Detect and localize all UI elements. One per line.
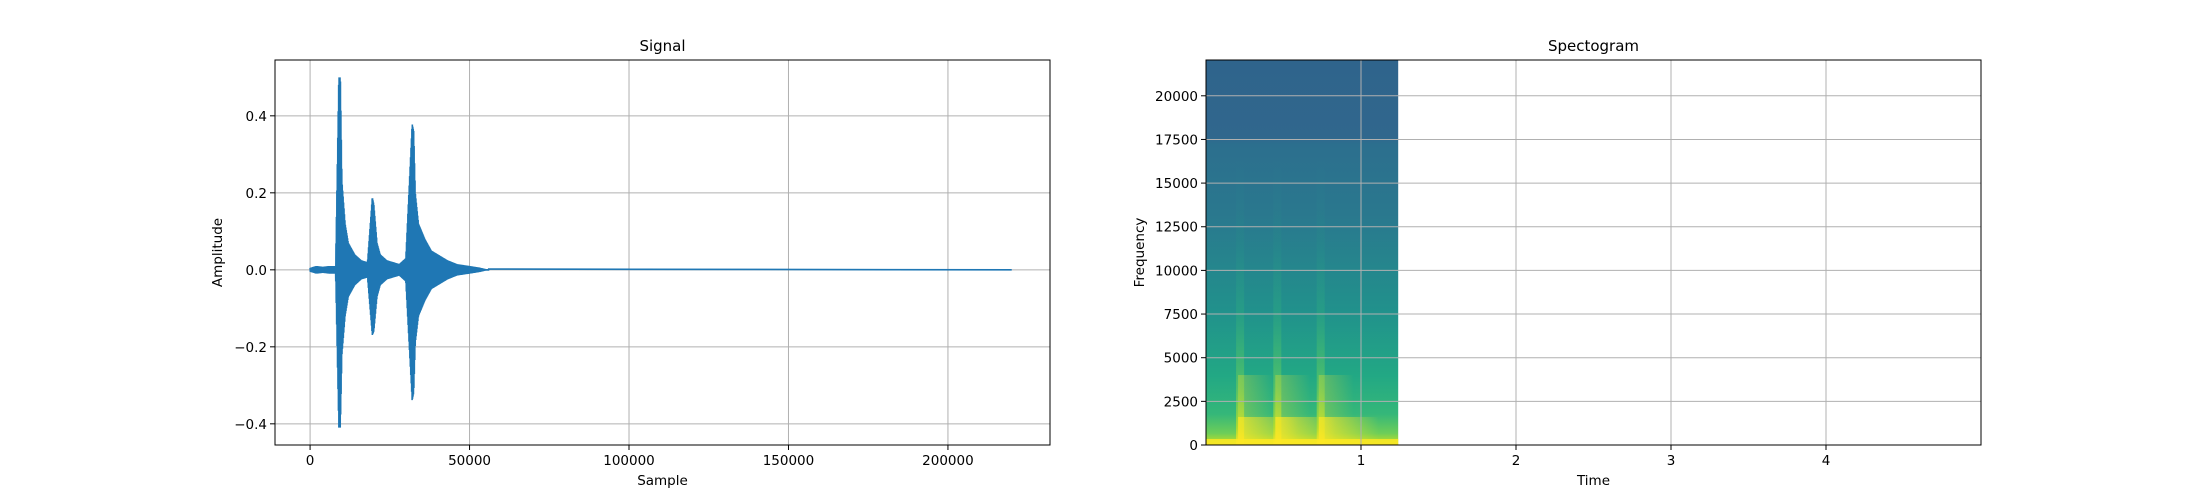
spectrogram-decay-upper — [1275, 375, 1311, 417]
spectrogram-x-tick-label: 3 — [1667, 453, 1676, 469]
spectrogram-chart: Spectogram 1 2 3 4 0 2500 5000 7500 10000 12500 1… — [1132, 37, 1982, 489]
spectrogram-decay-upper — [1318, 375, 1354, 417]
spectrogram-y-axis-label: Frequency — [1132, 218, 1148, 288]
signal-y-ticks: −0.4 −0.2 0.0 0.2 0.4 — [234, 109, 275, 433]
signal-x-tick-label: 50000 — [448, 453, 491, 469]
signal-grid — [275, 60, 1050, 445]
signal-x-tick-label: 150000 — [763, 453, 815, 469]
spectrogram-y-tick-label: 10000 — [1155, 263, 1198, 279]
spectrogram-y-tick-label: 17500 — [1155, 132, 1198, 148]
spectrogram-y-tick-label: 0 — [1189, 438, 1198, 454]
spectrogram-y-tick-label: 20000 — [1155, 89, 1198, 105]
spectrogram-y-tick-label: 15000 — [1155, 176, 1198, 192]
signal-x-ticks: 0 50000 100000 150000 200000 — [306, 445, 974, 469]
spectrogram-y-tick-label: 7500 — [1164, 307, 1198, 323]
signal-y-tick-label: 0.0 — [246, 263, 267, 279]
signal-x-tick-label: 200000 — [922, 453, 974, 469]
spectrogram-x-tick-label: 4 — [1822, 453, 1831, 469]
spectrogram-y-ticks: 0 2500 5000 7500 10000 12500 15000 17500 20000 — [1155, 89, 1206, 454]
spectrogram-y-tick-label: 12500 — [1155, 220, 1198, 236]
spectrogram-heatmap — [1206, 60, 1399, 445]
signal-chart: Signal 0 50000 100000 150000 200000 −0.4 −0.2… — [210, 37, 1051, 489]
signal-series-line — [309, 77, 1012, 428]
spectrogram-x-tick-label: 1 — [1357, 453, 1366, 469]
spectrogram-onset — [1236, 156, 1245, 445]
spectrogram-decay-upper — [1238, 375, 1274, 417]
signal-y-axis-label: Amplitude — [210, 218, 226, 287]
signal-frame — [274, 59, 1051, 446]
signal-title: Signal — [639, 37, 685, 55]
spectrogram-title: Spectogram — [1548, 37, 1639, 55]
spectrogram-onset — [1273, 156, 1282, 445]
spectrogram-y-tick-label: 2500 — [1164, 394, 1198, 410]
signal-y-tick-label: −0.4 — [234, 417, 267, 433]
spectrogram-x-axis-label: Time — [1576, 473, 1610, 489]
spectrogram-onset — [1316, 156, 1325, 445]
signal-y-tick-label: −0.2 — [234, 340, 267, 356]
signal-y-tick-label: 0.4 — [246, 109, 267, 125]
signal-y-tick-label: 0.2 — [246, 186, 267, 202]
signal-x-tick-label: 0 — [306, 453, 315, 469]
spectrogram-frame — [1205, 59, 1982, 446]
signal-x-tick-label: 100000 — [603, 453, 655, 469]
spectrogram-x-ticks: 1 2 3 4 — [1357, 445, 1831, 469]
spectrogram-y-tick-label: 5000 — [1164, 351, 1198, 367]
spectrogram-low-band — [1206, 439, 1399, 445]
spectrogram-x-tick-label: 2 — [1512, 453, 1521, 469]
signal-x-axis-label: Sample — [637, 473, 688, 489]
